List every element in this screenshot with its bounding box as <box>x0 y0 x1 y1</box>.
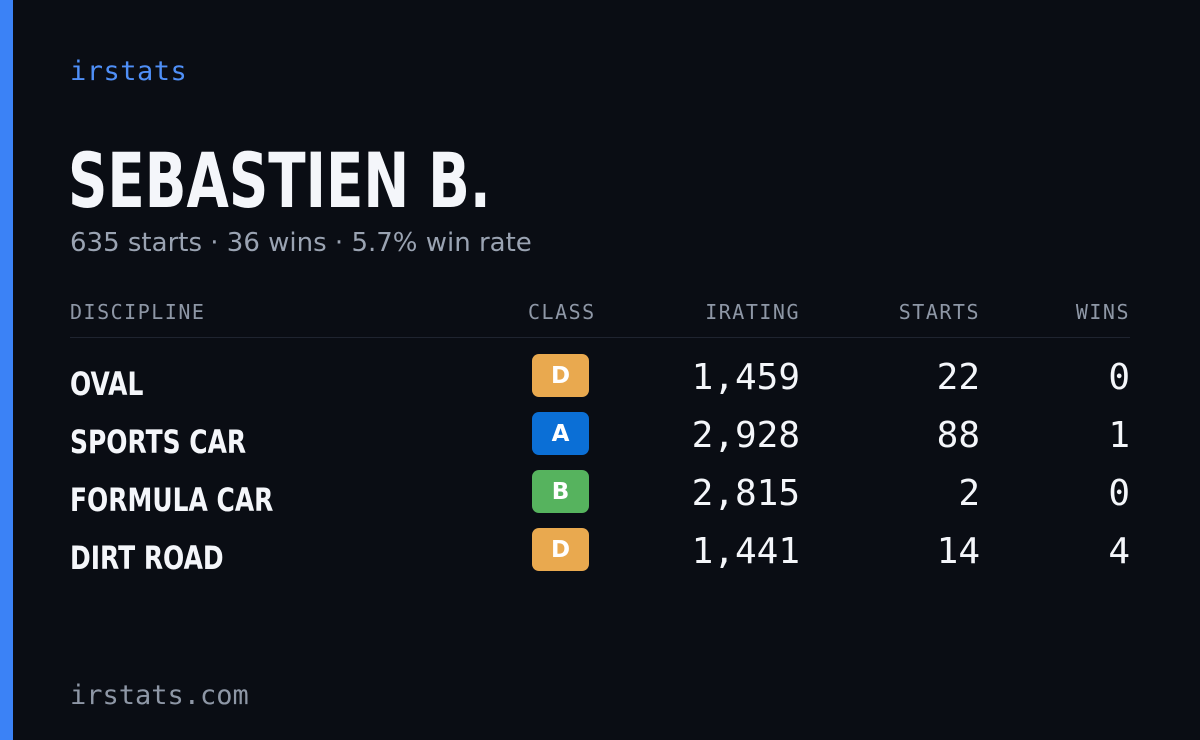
table-row: FORMULA CAR B 2,815 2 0 <box>70 470 1130 528</box>
wins-value: 0 <box>1108 473 1130 514</box>
header-irating: IRATING <box>705 300 800 324</box>
irating-value: 2,815 <box>691 473 800 514</box>
table-row: DIRT ROAD D 1,441 14 4 <box>70 528 1130 586</box>
wins-value: 4 <box>1108 531 1130 572</box>
footer-url: irstats.com <box>70 680 249 711</box>
accent-bar <box>0 0 13 740</box>
discipline-name: DIRT ROAD <box>70 539 224 577</box>
header-starts: STARTS <box>898 300 980 324</box>
irating-value: 1,459 <box>691 357 800 398</box>
starts-value: 22 <box>936 357 980 398</box>
discipline-name: FORMULA CAR <box>70 481 274 519</box>
starts-value: 88 <box>936 415 980 456</box>
brand-logo: irstats <box>70 56 188 87</box>
table-row: OVAL D 1,459 22 0 <box>70 354 1130 412</box>
header-discipline: DISCIPLINE <box>70 300 206 324</box>
irating-value: 1,441 <box>691 531 800 572</box>
table-body: OVAL D 1,459 22 0 SPORTS CAR A 2,928 88 … <box>70 338 1130 586</box>
starts-value: 2 <box>958 473 980 514</box>
table-header: DISCIPLINE CLASS IRATING STARTS WINS <box>70 296 1130 338</box>
header-wins: WINS <box>1075 300 1130 324</box>
wins-value: 0 <box>1108 357 1130 398</box>
irating-value: 2,928 <box>691 415 800 456</box>
starts-value: 14 <box>936 531 980 572</box>
class-badge: B <box>532 470 589 513</box>
discipline-name: OVAL <box>70 365 144 403</box>
header-class: CLASS <box>528 300 596 324</box>
discipline-name: SPORTS CAR <box>70 423 247 461</box>
wins-value: 1 <box>1108 415 1130 456</box>
driver-summary: 635 starts · 36 wins · 5.7% win rate <box>70 228 532 258</box>
stats-table: DISCIPLINE CLASS IRATING STARTS WINS OVA… <box>70 296 1130 586</box>
class-badge: A <box>532 412 589 455</box>
table-row: SPORTS CAR A 2,928 88 1 <box>70 412 1130 470</box>
class-badge: D <box>532 354 589 397</box>
driver-name: SEBASTIEN B. <box>68 136 491 225</box>
class-badge: D <box>532 528 589 571</box>
